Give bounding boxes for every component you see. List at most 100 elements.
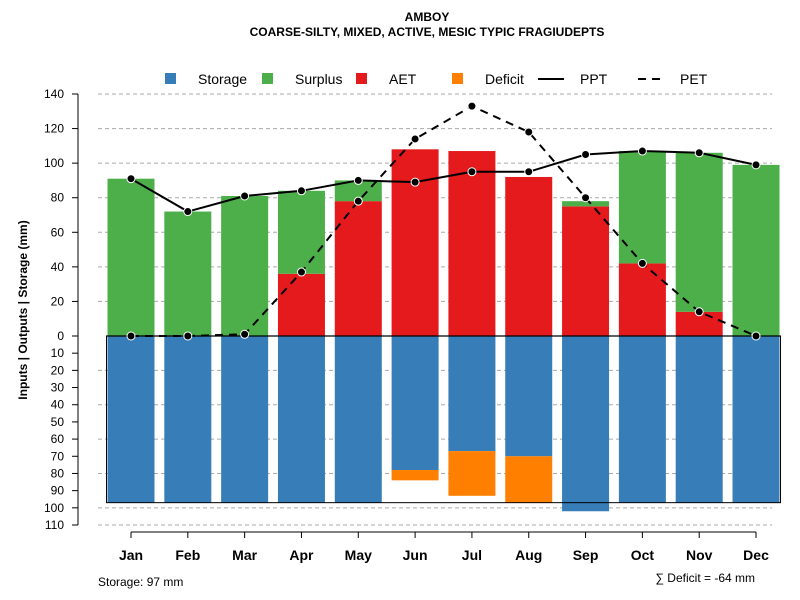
y-tick-label-lower-50: 50	[51, 415, 65, 429]
y-tick-label-upper-80: 80	[51, 191, 65, 205]
y-tick-label-lower-90: 90	[51, 484, 65, 498]
bar-surplus-Feb	[164, 211, 212, 336]
bars	[106, 149, 782, 512]
point-pet-Jun	[410, 134, 420, 144]
point-ppt-Nov	[694, 148, 704, 158]
bar-deficit-Aug	[505, 456, 553, 503]
point-pet-Sep	[581, 193, 591, 203]
point-pet-Dec	[751, 331, 761, 341]
point-ppt-Dec	[751, 160, 761, 170]
y-tick-label-upper-0: 0	[57, 329, 64, 343]
chart-subtitle: COARSE-SILTY, MIXED, ACTIVE, MESIC TYPIC…	[250, 25, 605, 39]
bar-surplus-Dec	[732, 164, 780, 336]
bar-storage-Feb	[164, 336, 212, 503]
bar-storage-Mar	[221, 336, 269, 503]
bar-surplus-Mar	[221, 195, 269, 336]
legend: Storage Surplus AET Deficit PPT PET	[165, 71, 708, 87]
bar-surplus-Jan	[107, 178, 155, 336]
legend-label-aet: AET	[389, 71, 417, 87]
bar-storage-Jul	[448, 336, 496, 452]
legend-label-pet: PET	[680, 71, 708, 87]
point-pet-Aug	[524, 127, 534, 137]
bar-storage-Dec	[732, 336, 780, 503]
point-pet-Jul	[467, 101, 477, 111]
point-ppt-Oct	[637, 146, 647, 156]
bar-aet-Sep	[562, 206, 610, 336]
x-tick-label-Oct: Oct	[631, 547, 655, 563]
y-tick-label-lower-20: 20	[51, 363, 65, 377]
point-pet-Feb	[183, 331, 193, 341]
bar-storage-Jan	[107, 336, 155, 503]
y-tick-label-lower-110: 110	[45, 518, 64, 532]
bar-aet-Oct	[618, 263, 666, 336]
x-tick-label-Jun: Jun	[403, 547, 428, 563]
bar-surplus-Oct	[618, 151, 666, 264]
bar-aet-Jul	[448, 151, 496, 336]
y-tick-label-lower-30: 30	[51, 381, 65, 395]
legend-swatch-storage	[165, 73, 176, 84]
bar-aet-Aug	[505, 176, 553, 336]
axes: 0 20 40 60 80 100 120 140 10 20 30 40 50 60 70 80 90 100 1…	[44, 87, 769, 563]
point-ppt-May	[353, 175, 363, 185]
y-tick-label-lower-80: 80	[51, 466, 65, 480]
y-tick-label-lower-70: 70	[51, 449, 65, 463]
x-tick-label-Mar: Mar	[232, 547, 257, 563]
legend-label-storage: Storage	[198, 71, 247, 87]
y-tick-label-upper-60: 60	[51, 225, 65, 239]
x-tick-label-May: May	[345, 547, 372, 563]
y-tick-label-lower-40: 40	[51, 398, 65, 412]
point-ppt-Sep	[581, 150, 591, 159]
bar-storage-May	[334, 336, 382, 503]
point-ppt-Feb	[183, 207, 193, 217]
y-tick-label-upper-20: 20	[51, 294, 65, 308]
point-pet-May	[353, 196, 363, 206]
bar-aet-Jun	[391, 149, 439, 336]
legend-label-ppt: PPT	[580, 71, 608, 87]
legend-label-deficit: Deficit	[485, 71, 524, 87]
legend-swatch-aet	[356, 73, 367, 84]
point-pet-Apr	[296, 267, 306, 277]
point-pet-Jan	[126, 331, 136, 341]
point-ppt-Aug	[524, 167, 534, 177]
legend-swatch-surplus	[262, 73, 273, 84]
bar-storage-Apr	[277, 336, 325, 503]
bar-storage-Aug	[505, 336, 553, 457]
x-tick-label-Nov: Nov	[686, 547, 713, 563]
y-tick-label-upper-140: 140	[44, 87, 64, 101]
bar-storage-Nov	[675, 336, 723, 503]
bar-surplus-Nov	[675, 152, 723, 312]
bar-surplus-May	[334, 180, 382, 202]
y-tick-label-lower-10: 10	[51, 346, 65, 360]
bar-storage-Sep	[562, 336, 610, 512]
point-ppt-Jan	[126, 174, 136, 184]
bar-storage-Jun	[391, 336, 439, 471]
y-tick-label-upper-120: 120	[44, 122, 64, 136]
point-ppt-Jul	[467, 167, 477, 177]
storage-note: Storage: 97 mm	[98, 575, 183, 589]
y-tick-label-upper-100: 100	[44, 156, 64, 170]
x-tick-label-Aug: Aug	[515, 547, 542, 563]
bar-aet-May	[334, 201, 382, 336]
point-pet-Oct	[637, 258, 647, 268]
bar-storage-Oct	[618, 336, 666, 503]
y-tick-label-lower-100: 100	[44, 501, 64, 515]
point-pet-Nov	[694, 307, 704, 317]
point-ppt-Jun	[410, 177, 420, 187]
bar-deficit-Jun	[391, 470, 439, 481]
y-tick-label-upper-40: 40	[51, 260, 65, 274]
line-ppt	[130, 150, 757, 213]
x-tick-label-Sep: Sep	[573, 547, 599, 563]
legend-swatch-deficit	[452, 73, 463, 84]
x-tick-label-Jul: Jul	[462, 547, 482, 563]
point-pet-Mar	[240, 329, 250, 339]
x-tick-label-Apr: Apr	[289, 547, 314, 563]
line-pet	[131, 104, 757, 337]
chart-title: AMBOY	[405, 10, 450, 24]
bar-aet-Apr	[277, 273, 325, 336]
x-tick-label-Feb: Feb	[175, 547, 200, 563]
bar-surplus-Sep	[562, 201, 610, 207]
point-ppt-Mar	[240, 191, 250, 201]
y-axis-label: Inputs | Outputs | Storage (mm)	[16, 220, 30, 399]
y-tick-label-lower-60: 60	[51, 432, 65, 446]
